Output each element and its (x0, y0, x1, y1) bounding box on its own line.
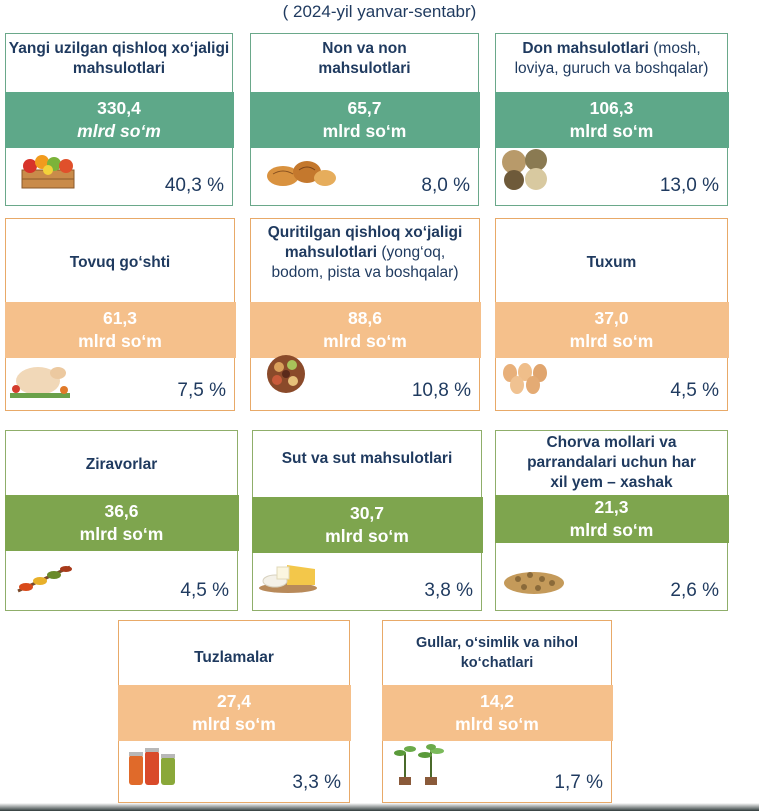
card-dried-products: Quritilgan qishloq xo‘jaligi mahsulotlar… (249, 218, 481, 411)
card-dairy: Sut va sut mahsulotlari 30,7 mlrd so‘m 3… (251, 430, 483, 611)
card-percent: 1,7 % (554, 772, 603, 793)
card-unit: mlrd so‘m (569, 121, 654, 141)
eggs-icon (500, 359, 552, 400)
card-percent: 13,0 % (659, 175, 719, 196)
card-fresh-produce: Yangi uzilgan qishloq xo‘jaligi mahsulot… (4, 33, 234, 206)
value-band: 21,3 mlrd so‘m (494, 495, 729, 543)
card-value: 61,3 (102, 308, 138, 328)
card-animal-feed: Chorva mollari va parrandalari uchun har… (494, 430, 729, 611)
card-unit: mlrd so‘m (322, 121, 407, 141)
seedlings-icon (391, 739, 447, 792)
card-value: 88,6 (347, 308, 383, 328)
value-band: 88,6 mlrd so‘m (249, 302, 481, 358)
card-value: 36,6 (104, 501, 139, 521)
card-percent: 4,5 % (180, 580, 229, 601)
card-value: 330,4 (97, 98, 141, 118)
card-title: Gullar, o‘simlik va nihol ko‘chatlari (416, 635, 578, 671)
value-band: 61,3 mlrd so‘m (4, 302, 236, 358)
card-value: 65,7 (347, 98, 382, 118)
card-unit: mlrd so‘m (192, 714, 276, 734)
card-title: Don mahsulotlari (mosh, loviya, guruch v… (496, 39, 727, 79)
value-band: 14,2 mlrd so‘m (381, 685, 613, 741)
card-percent: 40,3 % (164, 175, 224, 196)
card-bread: Non va non mahsulotlari 65,7 mlrd so‘m 8… (249, 33, 480, 206)
bottom-edge-shadow (0, 803, 759, 811)
card-percent: 3,8 % (424, 580, 473, 601)
card-title: Tuzlamalar (194, 649, 274, 666)
card-title: Sut va sut mahsulotlari (281, 450, 453, 467)
chicken-icon (8, 359, 72, 404)
value-band: 330,4 mlrd so‘m (4, 92, 234, 148)
fruit-crate-icon (20, 150, 76, 195)
card-title: Tovuq go‘shti (69, 254, 171, 271)
card-unit: mlrd so‘m (455, 714, 539, 734)
card-percent: 7,5 % (177, 380, 226, 401)
card-percent: 3,3 % (292, 772, 341, 793)
card-seedlings: Gullar, o‘simlik va nihol ko‘chatlari 14… (381, 620, 613, 803)
dried-fruits-icon (265, 353, 307, 400)
card-unit: mlrd so‘m (569, 520, 654, 540)
card-percent: 4,5 % (670, 380, 719, 401)
card-title: Non va non mahsulotlari (318, 40, 411, 77)
page-subtitle: ( 2024-yil yanvar-sentabr) (282, 2, 477, 21)
card-chicken: Tovuq go‘shti 61,3 mlrd so‘m 7,5 % (4, 218, 236, 411)
bread-icon (265, 154, 337, 195)
card-value: 106,3 (589, 98, 634, 118)
card-pickles: Tuzlamalar 27,4 mlrd so‘m 3,3 % (117, 620, 351, 803)
card-title-note: (yong‘oq, bodom, pista va boshqalar) (271, 244, 459, 281)
card-value: 14,2 (479, 691, 515, 711)
card-eggs: Tuxum 37,0 mlrd so‘m 4,5 % (494, 218, 729, 411)
spices-icon (14, 561, 78, 600)
card-grains: Don mahsulotlari (mosh, loviya, guruch v… (494, 33, 729, 206)
card-percent: 8,0 % (421, 175, 470, 196)
card-unit: mlrd so‘m (79, 524, 164, 544)
value-band: 37,0 mlrd so‘m (494, 302, 729, 358)
card-title: Tuxum (586, 254, 637, 271)
card-percent: 2,6 % (670, 580, 719, 601)
feed-pellets-icon (502, 561, 566, 600)
card-unit: mlrd so‘m (569, 331, 654, 351)
value-band: 65,7 mlrd so‘m (249, 92, 480, 148)
value-band: 27,4 mlrd so‘m (117, 685, 351, 741)
card-value: 21,3 (594, 497, 629, 517)
card-value: 30,7 (349, 503, 385, 523)
pickle-jars-icon (127, 747, 183, 792)
card-title: Quritilgan qishloq xo‘jaligi mahsulotlar… (251, 223, 479, 283)
card-title-main: Quritilgan qishloq xo‘jaligi mahsulotlar… (267, 224, 463, 261)
card-title-note: (mosh, loviya, guruch va boshqalar) (514, 40, 709, 77)
card-unit: mlrd so‘m (325, 526, 409, 546)
value-band: 36,6 mlrd so‘m (4, 495, 239, 551)
card-value: 37,0 (594, 308, 629, 328)
card-title: Yangi uzilgan qishloq xo‘jaligi mahsulot… (8, 40, 230, 77)
card-spices: Ziravorlar 36,6 mlrd so‘m 4,5 % (4, 430, 239, 611)
value-band: 106,3 mlrd so‘m (494, 92, 729, 148)
card-title: Ziravorlar (85, 456, 158, 473)
cheese-icon (257, 555, 319, 600)
card-title: Chorva mollari va parrandalari uchun har… (527, 434, 696, 491)
card-title-main: Don mahsulotlari (522, 40, 649, 57)
grain-sacks-icon (500, 148, 552, 195)
card-unit: mlrd so‘m (323, 331, 407, 351)
value-band: 30,7 mlrd so‘m (251, 497, 483, 553)
card-unit: mlrd so‘m (77, 121, 161, 141)
card-value: 27,4 (216, 691, 252, 711)
card-percent: 10,8 % (411, 380, 471, 401)
card-unit: mlrd so‘m (78, 331, 162, 351)
